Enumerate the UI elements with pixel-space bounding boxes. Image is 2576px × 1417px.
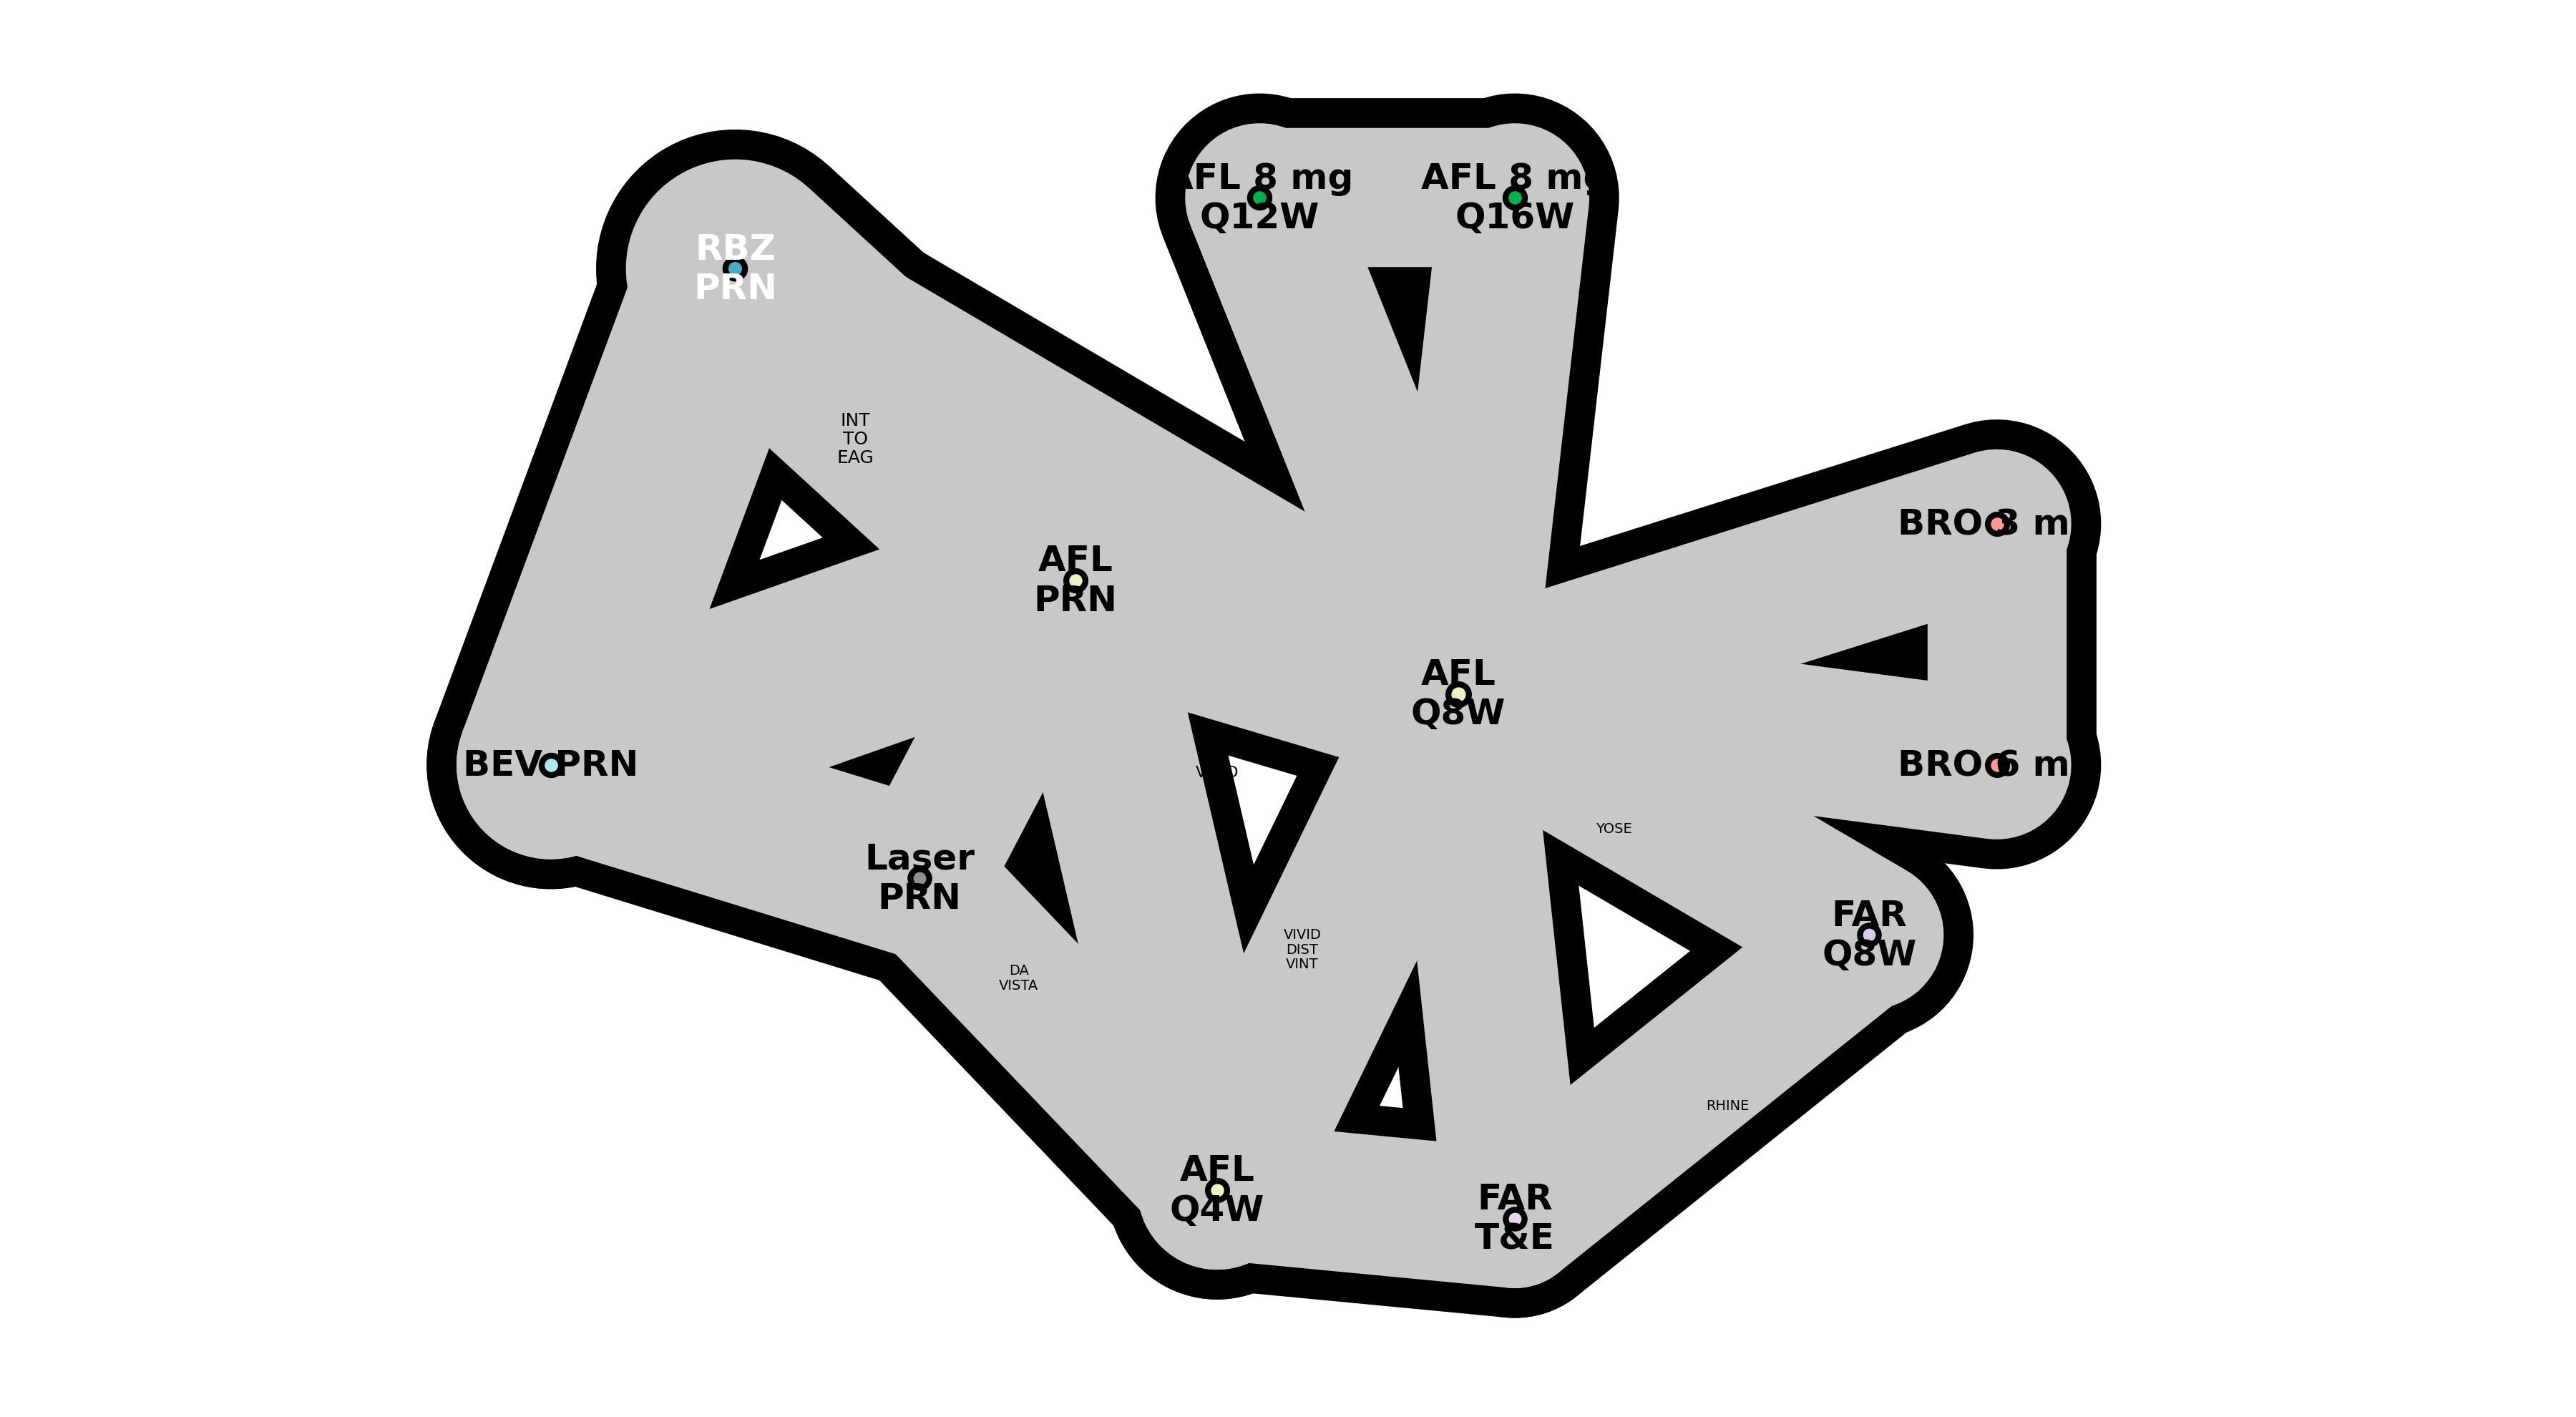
Point: [1195, 1179, 1236, 1202]
Point: [1976, 513, 2017, 536]
Point: [1976, 754, 2017, 777]
Point: [1494, 1207, 1535, 1230]
Text: IL
S: IL S: [1566, 964, 1577, 992]
Point: [899, 867, 940, 890]
Point: [1195, 1179, 1236, 1202]
Text: INT
TO
EAG: INT TO EAG: [837, 412, 873, 466]
Point: [531, 754, 572, 777]
Point: [1239, 187, 1280, 210]
Point: [1976, 754, 2017, 777]
Text: BEV PRN: BEV PRN: [464, 748, 639, 782]
Text: VIVID: VIVID: [1195, 765, 1239, 779]
Text: FAR
T&E: FAR T&E: [1476, 1182, 1556, 1255]
Point: [1239, 187, 1280, 210]
Point: [1850, 924, 1891, 947]
Text: VIVID
DIST
VINT: VIVID DIST VINT: [1283, 928, 1321, 971]
Point: [1054, 570, 1095, 592]
Point: [714, 258, 755, 281]
Text: YOSE: YOSE: [1597, 822, 1633, 836]
Point: [1437, 683, 1479, 706]
Point: [1494, 187, 1535, 210]
Text: RHINE: RHINE: [1705, 1098, 1749, 1112]
Text: RBZ
PRN: RBZ PRN: [693, 232, 778, 306]
Point: [1054, 570, 1095, 592]
Point: [1494, 1207, 1535, 1230]
Text: AFL 8 mg
Q16W: AFL 8 mg Q16W: [1422, 162, 1607, 235]
Text: AFL
PRN: AFL PRN: [1033, 544, 1118, 618]
Text: AFL
Q4W: AFL Q4W: [1170, 1153, 1265, 1227]
Point: [1494, 187, 1535, 210]
Text: AFL
Q8W: AFL Q8W: [1412, 657, 1504, 731]
Text: DA
VISTA: DA VISTA: [999, 964, 1038, 992]
Text: FAR
Q8W: FAR Q8W: [1821, 898, 1917, 972]
Point: [1976, 513, 2017, 536]
Point: [531, 754, 572, 777]
Point: [714, 258, 755, 281]
Text: Laser
PRN: Laser PRN: [866, 842, 974, 915]
Text: BRO 3 mg: BRO 3 mg: [1899, 507, 2097, 541]
Point: [1850, 924, 1891, 947]
Point: [899, 867, 940, 890]
Point: [1437, 683, 1479, 706]
Text: AFL 8 mg
Q12W: AFL 8 mg Q12W: [1167, 162, 1352, 235]
Text: BRO 6 mg: BRO 6 mg: [1899, 748, 2097, 782]
